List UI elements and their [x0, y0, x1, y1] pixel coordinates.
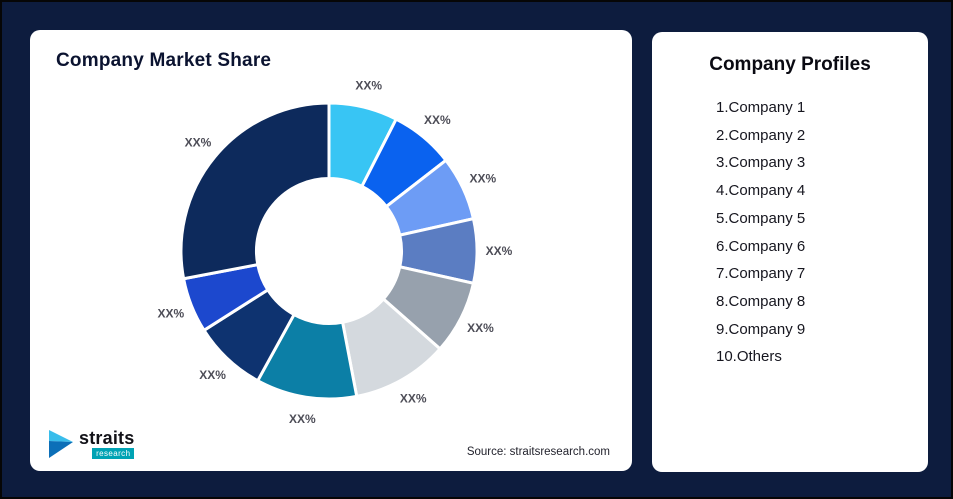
company-profile-item: 7.Company 7	[716, 265, 806, 283]
donut-segment-label: XX%	[469, 172, 496, 186]
source-attribution: Source: straitsresearch.com	[466, 446, 610, 458]
donut-segment	[179, 101, 331, 281]
straits-research-logo: straits research	[48, 427, 135, 459]
company-profile-item: 5.Company 5	[716, 209, 806, 227]
donut-segment-label: XX%	[199, 368, 226, 382]
company-profile-item: 8.Company 8	[716, 292, 806, 310]
donut-segment-label: XX%	[400, 392, 427, 406]
company-profile-item: 3.Company 3	[716, 154, 806, 172]
donut-segment-label: XX%	[289, 412, 316, 426]
company-profile-item: 9.Company 9	[716, 320, 806, 338]
company-profiles-title: Company Profiles	[709, 54, 871, 75]
market-share-title: Company Market Share	[56, 50, 272, 71]
donut-segment-label: XX%	[467, 321, 494, 335]
donut-segment-label: XX%	[185, 136, 212, 150]
company-profiles-card: Company Profiles 1.Company 1 2.Company 2 3…	[652, 32, 928, 472]
company-profile-item: 4.Company 4	[716, 182, 806, 200]
logo-brand-name: straits	[79, 427, 135, 448]
donut-segment-label: XX%	[158, 307, 185, 321]
company-profile-item: 2.Company 2	[716, 126, 806, 144]
market-share-donut: XX% XX% XX% XX% XX% XX% XX% XX% XX% XX%	[158, 79, 513, 426]
donut-segment-label: XX%	[424, 113, 451, 127]
logo-brand-sub: research	[92, 447, 135, 459]
company-profile-item: 10.Others	[716, 348, 782, 366]
straits-logo-icon	[49, 429, 73, 458]
straits-logo-text: straits research	[79, 427, 135, 459]
donut-segment-label: XX%	[355, 79, 382, 93]
donut-segment-label: XX%	[486, 244, 513, 258]
market-share-card: Company Market Share XX% XX% XX% XX% XX% XX% X…	[30, 30, 632, 471]
company-profile-item: 6.Company 6	[716, 237, 806, 255]
company-profile-item: 1.Company 1	[716, 99, 806, 116]
company-profiles-list: 1.Company 1 2.Company 2 3.Company 3 4.Compa…	[716, 94, 928, 371]
